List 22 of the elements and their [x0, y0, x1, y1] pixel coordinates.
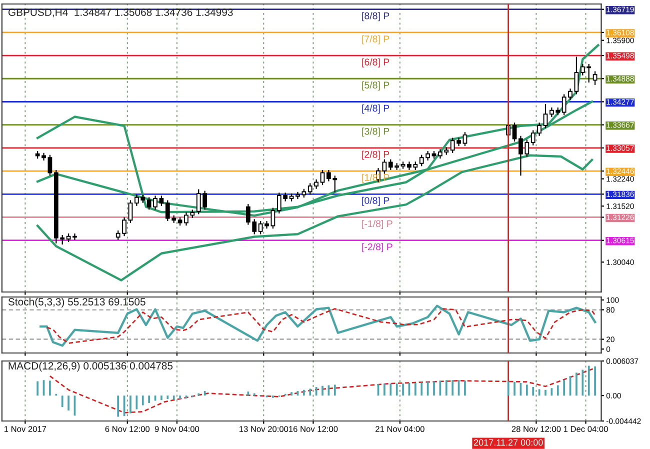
x-tick-label: 6 Nov 12:00	[105, 426, 150, 432]
x-tick-label: 13 Nov 20:00	[240, 426, 288, 432]
x-tick-label: 28 Nov 12:00	[512, 426, 561, 432]
ref-line-label: [0/8] P	[362, 196, 390, 206]
chart-title: MACD(12,26,9) 0.005136 0.004785	[8, 362, 173, 372]
ref-line-label: [7/8] P	[362, 35, 390, 44]
ref-line-label: [8/8] P	[362, 12, 390, 22]
x-tick-label: 1 Nov 2017	[4, 426, 46, 432]
ref-line-label: [-2/8] P	[362, 243, 392, 252]
x-tick-label: 1 Dec 04:00	[564, 426, 608, 432]
x-tick-label: 16 Nov 12:00	[289, 426, 338, 432]
x-tick-label: 9 Nov 04:00	[154, 426, 200, 432]
chart-title: GBPUSD,H4 1.34847 1.35068 1.34736 1.34993	[8, 8, 233, 18]
ref-line-label: [-1/8] P	[362, 220, 392, 230]
ref-line-label: [6/8] P	[362, 58, 390, 68]
ref-line-label: [2/8] P	[362, 150, 390, 160]
ref-line-label: [3/8] P	[362, 128, 390, 137]
ref-line-label: [5/8] P	[362, 81, 390, 90]
ref-line-label: [4/8] P	[362, 104, 390, 114]
x-tick-label: 21 Nov 04:00	[376, 426, 424, 432]
ref-line-label: 2017.11.27 00:00	[474, 439, 543, 446]
chart-title: Stoch(5,3,3) 55.2513 69.1505	[8, 298, 146, 308]
